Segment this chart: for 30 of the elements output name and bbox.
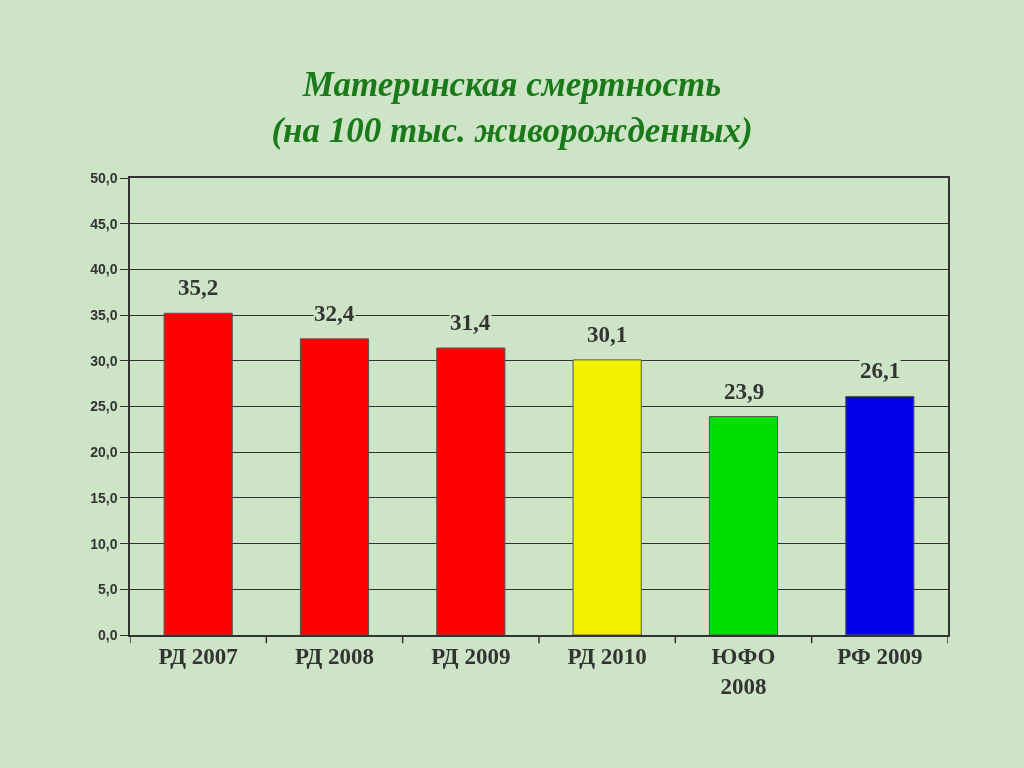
x-tick-label: РД 2007 <box>158 644 238 670</box>
bar <box>163 312 233 635</box>
y-tick-label: 50,0 <box>90 169 118 186</box>
y-tick-label: 40,0 <box>90 261 118 278</box>
y-tick-label: 10,0 <box>90 535 118 552</box>
data-label: 23,9 <box>724 379 765 404</box>
data-label: 31,4 <box>450 310 491 335</box>
bar <box>708 416 779 635</box>
x-tick-label: РД 2009 <box>431 644 511 670</box>
y-tick-label: 45,0 <box>90 215 118 232</box>
bar <box>299 338 370 635</box>
y-tick-label: 15,0 <box>90 489 118 506</box>
y-tick-label: 30,0 <box>90 352 118 369</box>
x-tick-label: РД 2008 <box>294 644 375 670</box>
x-tick-label: ЮФО 2008 <box>711 644 776 700</box>
bar <box>572 359 642 635</box>
data-label: 26,1 <box>860 358 901 383</box>
y-tick-label: 20,0 <box>90 444 118 461</box>
y-tick-label: 25,0 <box>90 398 118 415</box>
x-tick-label: РФ 2009 <box>837 644 923 670</box>
y-tick-label: 35,0 <box>90 307 118 323</box>
y-tick-label: 0,0 <box>97 626 118 643</box>
x-tick-label: РД 2010 <box>567 644 647 670</box>
data-label: 32,4 <box>314 301 355 326</box>
data-label: 30,1 <box>587 322 628 347</box>
bar <box>436 347 506 635</box>
data-label: 35,2 <box>178 275 219 300</box>
y-tick-label: 5,0 <box>97 581 118 598</box>
bar <box>845 395 915 635</box>
chart-title: Материнская смертность (на 100 тыс. живорожденных) <box>271 65 753 150</box>
